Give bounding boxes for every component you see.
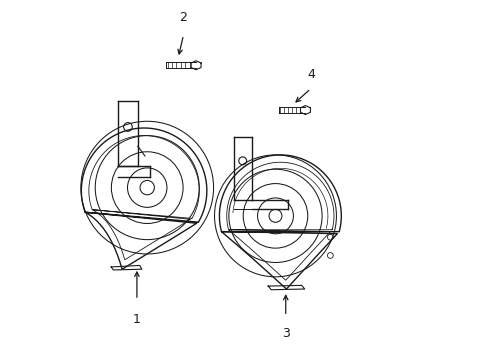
Text: 4: 4 [306, 68, 314, 81]
Text: 2: 2 [179, 11, 187, 24]
Text: 1: 1 [133, 313, 141, 326]
Text: 3: 3 [281, 327, 289, 340]
